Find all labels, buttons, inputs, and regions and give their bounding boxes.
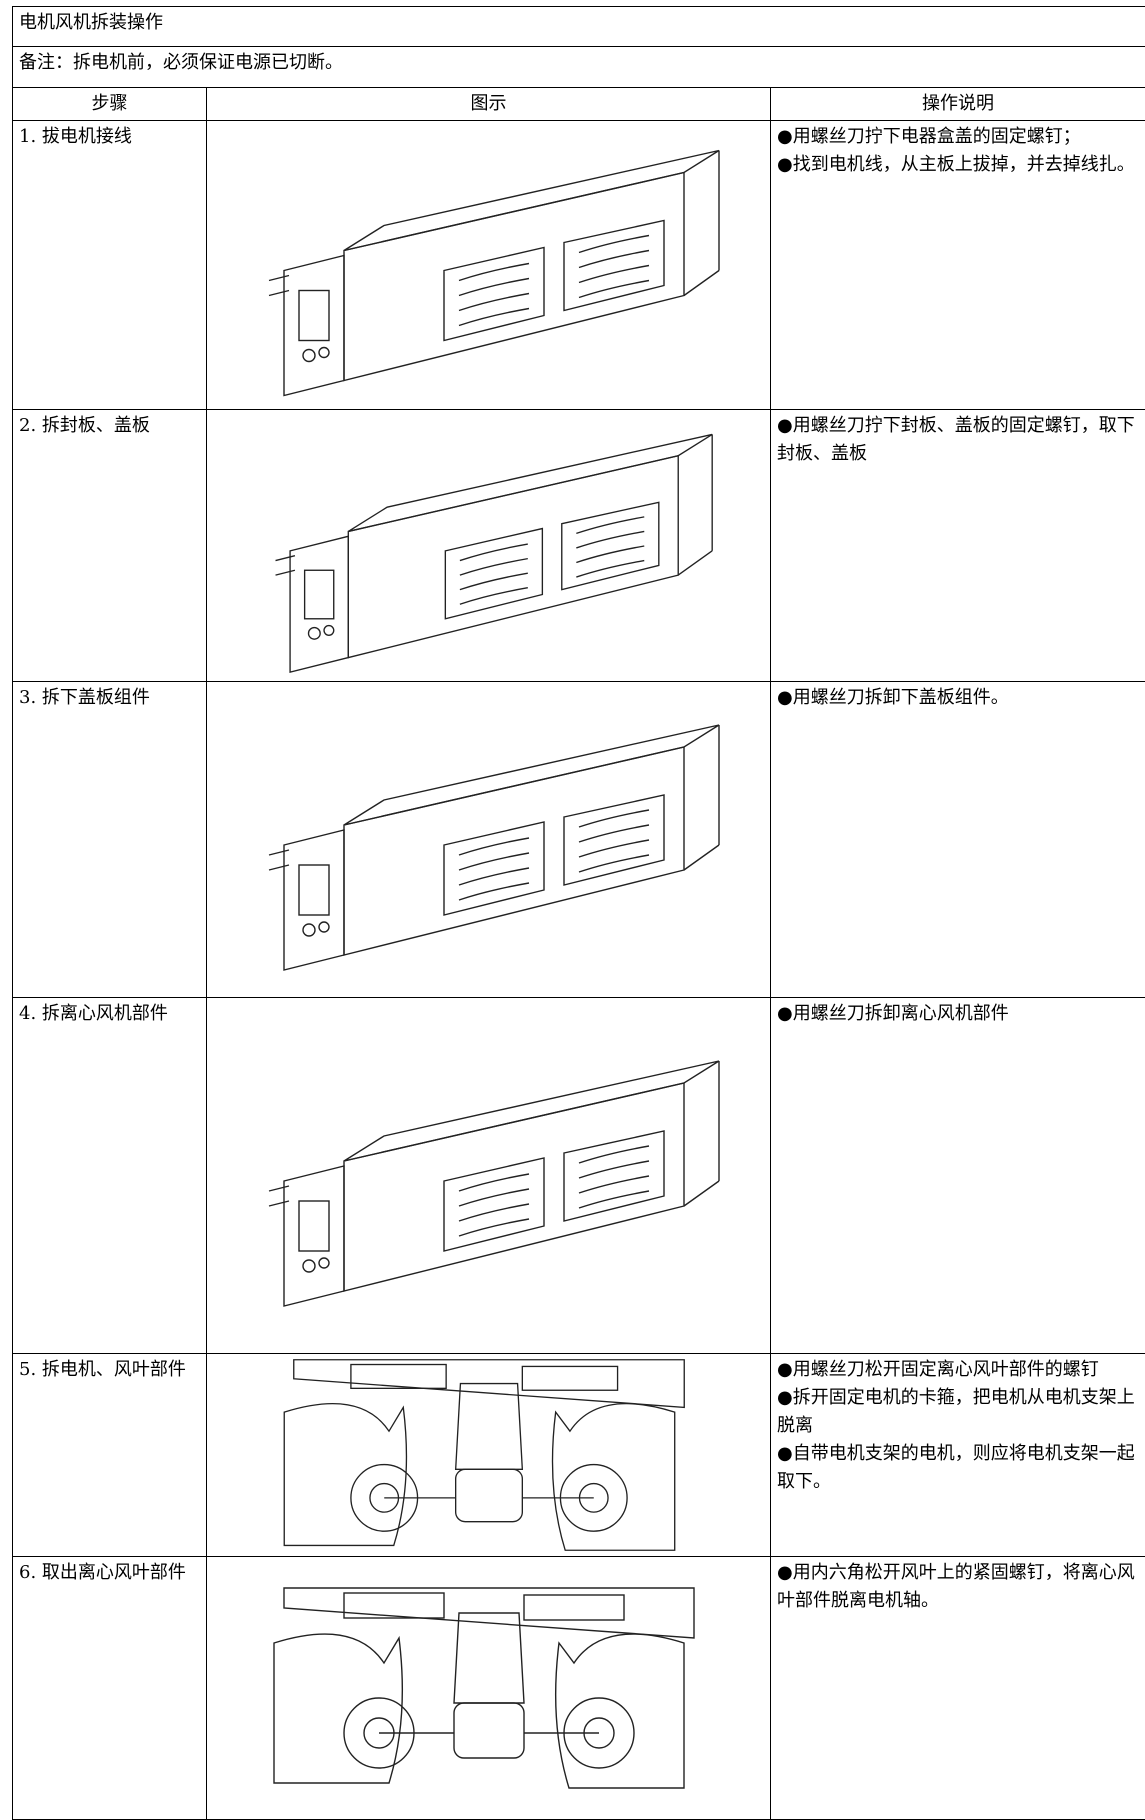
description-cell: ●用内六角松开风叶上的紧固螺钉，将离心风叶部件脱离电机轴。 [771,1557,1145,1820]
step-cell: 4. 拆离心风机部件 [13,998,207,1354]
title: 电机风机拆装操作 [13,7,1145,47]
step-cell: 6. 取出离心风叶部件 [13,1557,207,1820]
step-row: 2. 拆封板、盖板 ●用螺丝刀拧下封板、盖板的固定螺钉，取下封板、盖板 [13,410,1145,682]
step-cell: 2. 拆封板、盖板 [13,410,207,682]
illustration-cell [207,1354,771,1557]
instruction: ●拆开固定电机的卡箍，把电机从电机支架上脱离 [777,1384,1139,1440]
illustration-cell [207,121,771,410]
illustration [254,126,724,405]
description-cell: ●用螺丝刀拆卸离心风机部件 [771,998,1145,1354]
header-cell: 图示 [207,88,771,121]
title-row: 电机风机拆装操作 [13,7,1145,47]
illustration-cell [207,998,771,1354]
note-row: 备注：拆电机前，必须保证电源已切断。 [13,47,1145,88]
description-cell: ●用螺丝刀拧下电器盒盖的固定螺钉；●找到电机线，从主板上拔掉，并去掉线扎。 [771,121,1145,410]
illustration-cell [207,410,771,682]
procedure-table: 电机风机拆装操作 备注：拆电机前，必须保证电源已切断。 步骤 图示 操作说明 1… [12,6,1145,1820]
step-row: 4. 拆离心风机部件 ●用螺丝刀拆卸离心风机部件 [13,998,1145,1354]
step-row: 5. 拆电机、风叶部件 ●用螺丝刀松开固定离心风叶部件的螺钉●拆开固定电机的卡箍，… [13,1354,1145,1557]
unit-drawing [269,150,719,395]
unit-drawing [269,1061,719,1306]
header-cell: 操作说明 [771,88,1145,121]
step-cell: 1. 拔电机接线 [13,121,207,410]
unit-drawing [275,434,712,672]
illustration [254,1563,724,1813]
illustration [254,1026,724,1326]
instruction: ●用螺丝刀拆卸离心风机部件 [777,1000,1139,1028]
step-row: 3. 拆下盖板组件 ●用螺丝刀拆卸下盖板组件。 [13,682,1145,998]
illustration [254,415,724,677]
header-row: 步骤 图示 操作说明 [13,88,1145,121]
illustration-cell [207,1557,771,1820]
header-cell: 步骤 [13,88,207,121]
description-cell: ●用螺丝刀松开固定离心风叶部件的螺钉●拆开固定电机的卡箍，把电机从电机支架上脱离… [771,1354,1145,1557]
illustration-cell [207,682,771,998]
note: 备注：拆电机前，必须保证电源已切断。 [13,47,1145,88]
step-cell: 5. 拆电机、风叶部件 [13,1354,207,1557]
illustration [254,1355,724,1555]
instruction: ●自带电机支架的电机，则应将电机支架一起取下。 [777,1440,1139,1496]
instruction: ●用螺丝刀拧下封板、盖板的固定螺钉，取下封板、盖板 [777,412,1139,468]
step-row: 1. 拔电机接线 ●用螺丝刀拧下电器盒盖的固定螺钉；●找到电机线，从主板上拔掉，并… [13,121,1145,410]
unit-drawing [269,725,719,970]
instruction: ●用螺丝刀拧下电器盒盖的固定螺钉； [777,123,1139,151]
illustration [254,690,724,990]
instruction: ●用内六角松开风叶上的紧固螺钉，将离心风叶部件脱离电机轴。 [777,1559,1139,1615]
instruction: ●用螺丝刀松开固定离心风叶部件的螺钉 [777,1356,1139,1384]
description-cell: ●用螺丝刀拧下封板、盖板的固定螺钉，取下封板、盖板 [771,410,1145,682]
step-row: 6. 取出离心风叶部件 ●用内六角松开风叶上的紧固螺钉，将离心风叶部件脱离电机轴。 [13,1557,1145,1820]
unit-drawing [274,1588,694,1788]
step-cell: 3. 拆下盖板组件 [13,682,207,998]
instruction: ●用螺丝刀拆卸下盖板组件。 [777,684,1139,712]
description-cell: ●用螺丝刀拆卸下盖板组件。 [771,682,1145,998]
unit-drawing [284,1360,684,1550]
instruction: ●找到电机线，从主板上拔掉，并去掉线扎。 [777,151,1139,179]
